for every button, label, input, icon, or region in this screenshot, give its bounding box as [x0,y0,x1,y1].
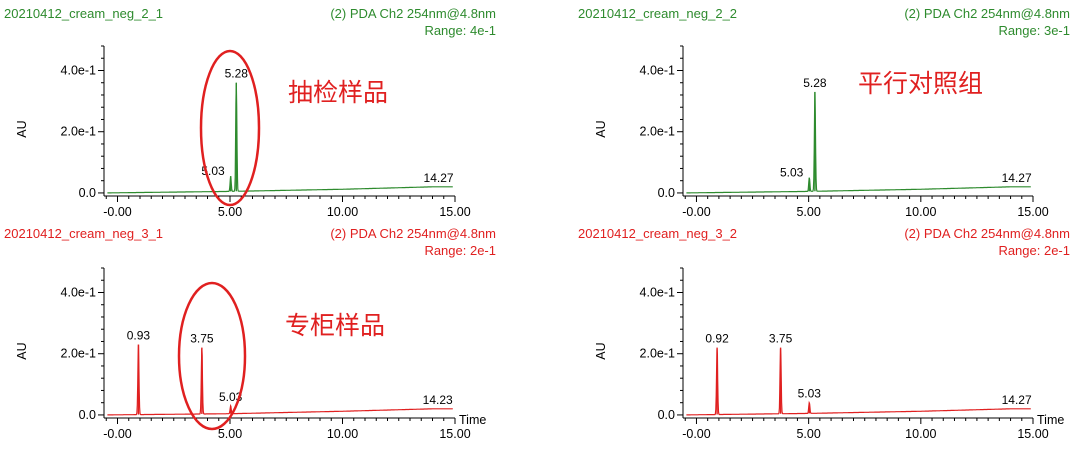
chromatogram-trace [686,91,1031,194]
y-tick-label: 2.0e-1 [61,347,96,361]
sample-name-label: 20210412_cream_neg_3_2 [578,226,737,241]
y-tick-label: 4.0e-1 [640,63,675,77]
chromatogram-trace [686,348,1031,416]
annotation-label: 专柜样品 [285,311,385,340]
peak-label: 0.93 [127,329,151,343]
peak-label: 0.92 [705,332,729,346]
y-tick-label: 2.0e-1 [640,125,675,139]
x-tick-label: -0.00 [682,427,711,441]
x-tick-label: -0.00 [682,205,711,219]
peak-label: 5.28 [225,67,249,81]
range-label: Range: 2e-1 [998,243,1070,258]
x-tick-label: 15.00 [1017,427,1048,441]
x-tick-label: 10.00 [327,205,358,219]
channel-label: (2) PDA Ch2 254nm@4.8nm [904,226,1070,241]
peak-label: 5.03 [780,166,804,180]
x-tick-label: -0.00 [103,427,132,441]
x-tick-label: 10.00 [327,427,358,441]
x-tick-label: 15.00 [439,205,470,219]
y-tick-label: 4.0e-1 [61,285,96,299]
y-tick-label: 0.0 [658,408,675,422]
highlight-circle [199,49,261,207]
y-axis-label: AU [15,120,29,137]
peak-label: 5.03 [798,387,822,401]
x-tick-label: 5.00 [218,205,242,219]
chromatogram-panel-4: 20210412_cream_neg_3_2 (2) PDA Ch2 254nm@… [578,226,1070,441]
channel-label: (2) PDA Ch2 254nm@4.8nm [330,226,496,241]
x-tick-label: 5.00 [218,427,242,441]
channel-label: (2) PDA Ch2 254nm@4.8nm [330,6,496,21]
chromatogram-panel-2: 20210412_cream_neg_2_2 (2) PDA Ch2 254nm@… [578,6,1070,219]
y-axis-label: AU [594,120,608,137]
x-tick-label: 15.00 [439,427,470,441]
x-tick-label: 5.00 [796,427,820,441]
peak-label: 14.23 [423,393,453,407]
annotation-label: 平行对照组 [858,69,983,98]
chromatogram-trace [107,344,453,416]
y-axis-label: AU [594,342,608,359]
y-tick-label: 2.0e-1 [61,125,96,139]
y-tick-label: 4.0e-1 [61,63,96,77]
y-tick-label: 0.0 [658,186,675,200]
x-tick-label: 10.00 [905,205,936,219]
peak-label: 14.27 [424,171,454,185]
range-label: Range: 4e-1 [424,23,496,38]
peak-label: 14.27 [1002,171,1032,185]
x-axis-label: Time [459,413,486,427]
sample-name-label: 20210412_cream_neg_3_1 [4,226,163,241]
y-tick-label: 0.0 [79,408,96,422]
x-tick-label: 10.00 [905,427,936,441]
peak-label: 3.75 [769,332,793,346]
range-label: Range: 3e-1 [998,23,1070,38]
x-axis-label: Time [1037,413,1064,427]
y-tick-label: 2.0e-1 [640,347,675,361]
sample-name-label: 20210412_cream_neg_2_2 [578,6,737,21]
peak-label: 14.27 [1002,393,1032,407]
y-axis-label: AU [15,342,29,359]
x-tick-label: 5.00 [796,205,820,219]
chromatogram-panel-3: 20210412_cream_neg_3_1 (2) PDA Ch2 254nm@… [4,226,496,441]
y-tick-label: 0.0 [79,186,96,200]
highlight-circle [177,281,247,431]
peak-label: 5.28 [803,76,827,90]
x-tick-label: -0.00 [103,205,132,219]
sample-name-label: 20210412_cream_neg_2_1 [4,6,163,21]
x-tick-label: 15.00 [1017,205,1048,219]
peak-label: 3.75 [190,332,214,346]
y-tick-label: 4.0e-1 [640,285,675,299]
chromatogram-panel-1: 20210412_cream_neg_2_1 (2) PDA Ch2 254nm@… [4,6,496,219]
chromatogram-trace [107,82,453,194]
annotation-label: 抽检样品 [288,78,388,107]
range-label: Range: 2e-1 [424,243,496,258]
peak-label: 5.03 [219,390,243,404]
channel-label: (2) PDA Ch2 254nm@4.8nm [904,6,1070,21]
